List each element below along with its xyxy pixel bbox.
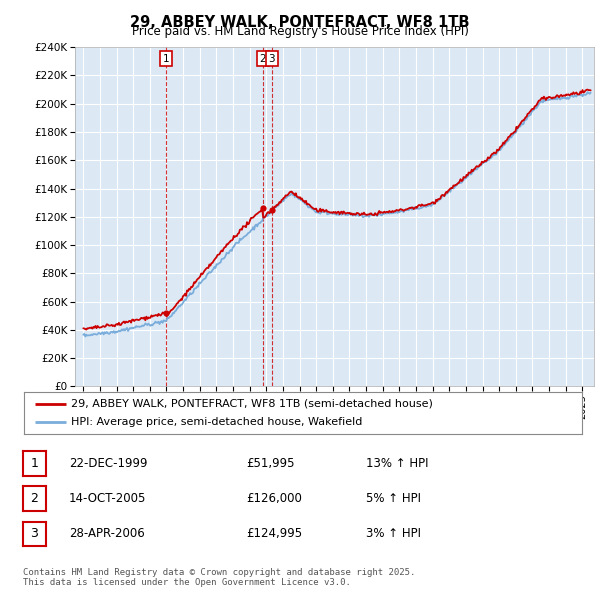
Text: £124,995: £124,995 (246, 527, 302, 540)
Text: 22-DEC-1999: 22-DEC-1999 (69, 457, 148, 470)
Text: 2: 2 (259, 54, 266, 64)
Text: Price paid vs. HM Land Registry's House Price Index (HPI): Price paid vs. HM Land Registry's House … (131, 25, 469, 38)
Text: Contains HM Land Registry data © Crown copyright and database right 2025.
This d: Contains HM Land Registry data © Crown c… (23, 568, 415, 587)
Text: 29, ABBEY WALK, PONTEFRACT, WF8 1TB (semi-detached house): 29, ABBEY WALK, PONTEFRACT, WF8 1TB (sem… (71, 398, 433, 408)
Text: 3: 3 (268, 54, 275, 64)
Text: 2: 2 (30, 492, 38, 505)
Text: 3: 3 (30, 527, 38, 540)
Text: 13% ↑ HPI: 13% ↑ HPI (366, 457, 428, 470)
Text: 5% ↑ HPI: 5% ↑ HPI (366, 492, 421, 505)
Text: 1: 1 (30, 457, 38, 470)
Text: £51,995: £51,995 (246, 457, 295, 470)
Text: 28-APR-2006: 28-APR-2006 (69, 527, 145, 540)
Text: 14-OCT-2005: 14-OCT-2005 (69, 492, 146, 505)
Text: 1: 1 (163, 54, 169, 64)
Text: 29, ABBEY WALK, PONTEFRACT, WF8 1TB: 29, ABBEY WALK, PONTEFRACT, WF8 1TB (130, 15, 470, 30)
Text: HPI: Average price, semi-detached house, Wakefield: HPI: Average price, semi-detached house,… (71, 418, 363, 428)
Text: 3% ↑ HPI: 3% ↑ HPI (366, 527, 421, 540)
Text: £126,000: £126,000 (246, 492, 302, 505)
